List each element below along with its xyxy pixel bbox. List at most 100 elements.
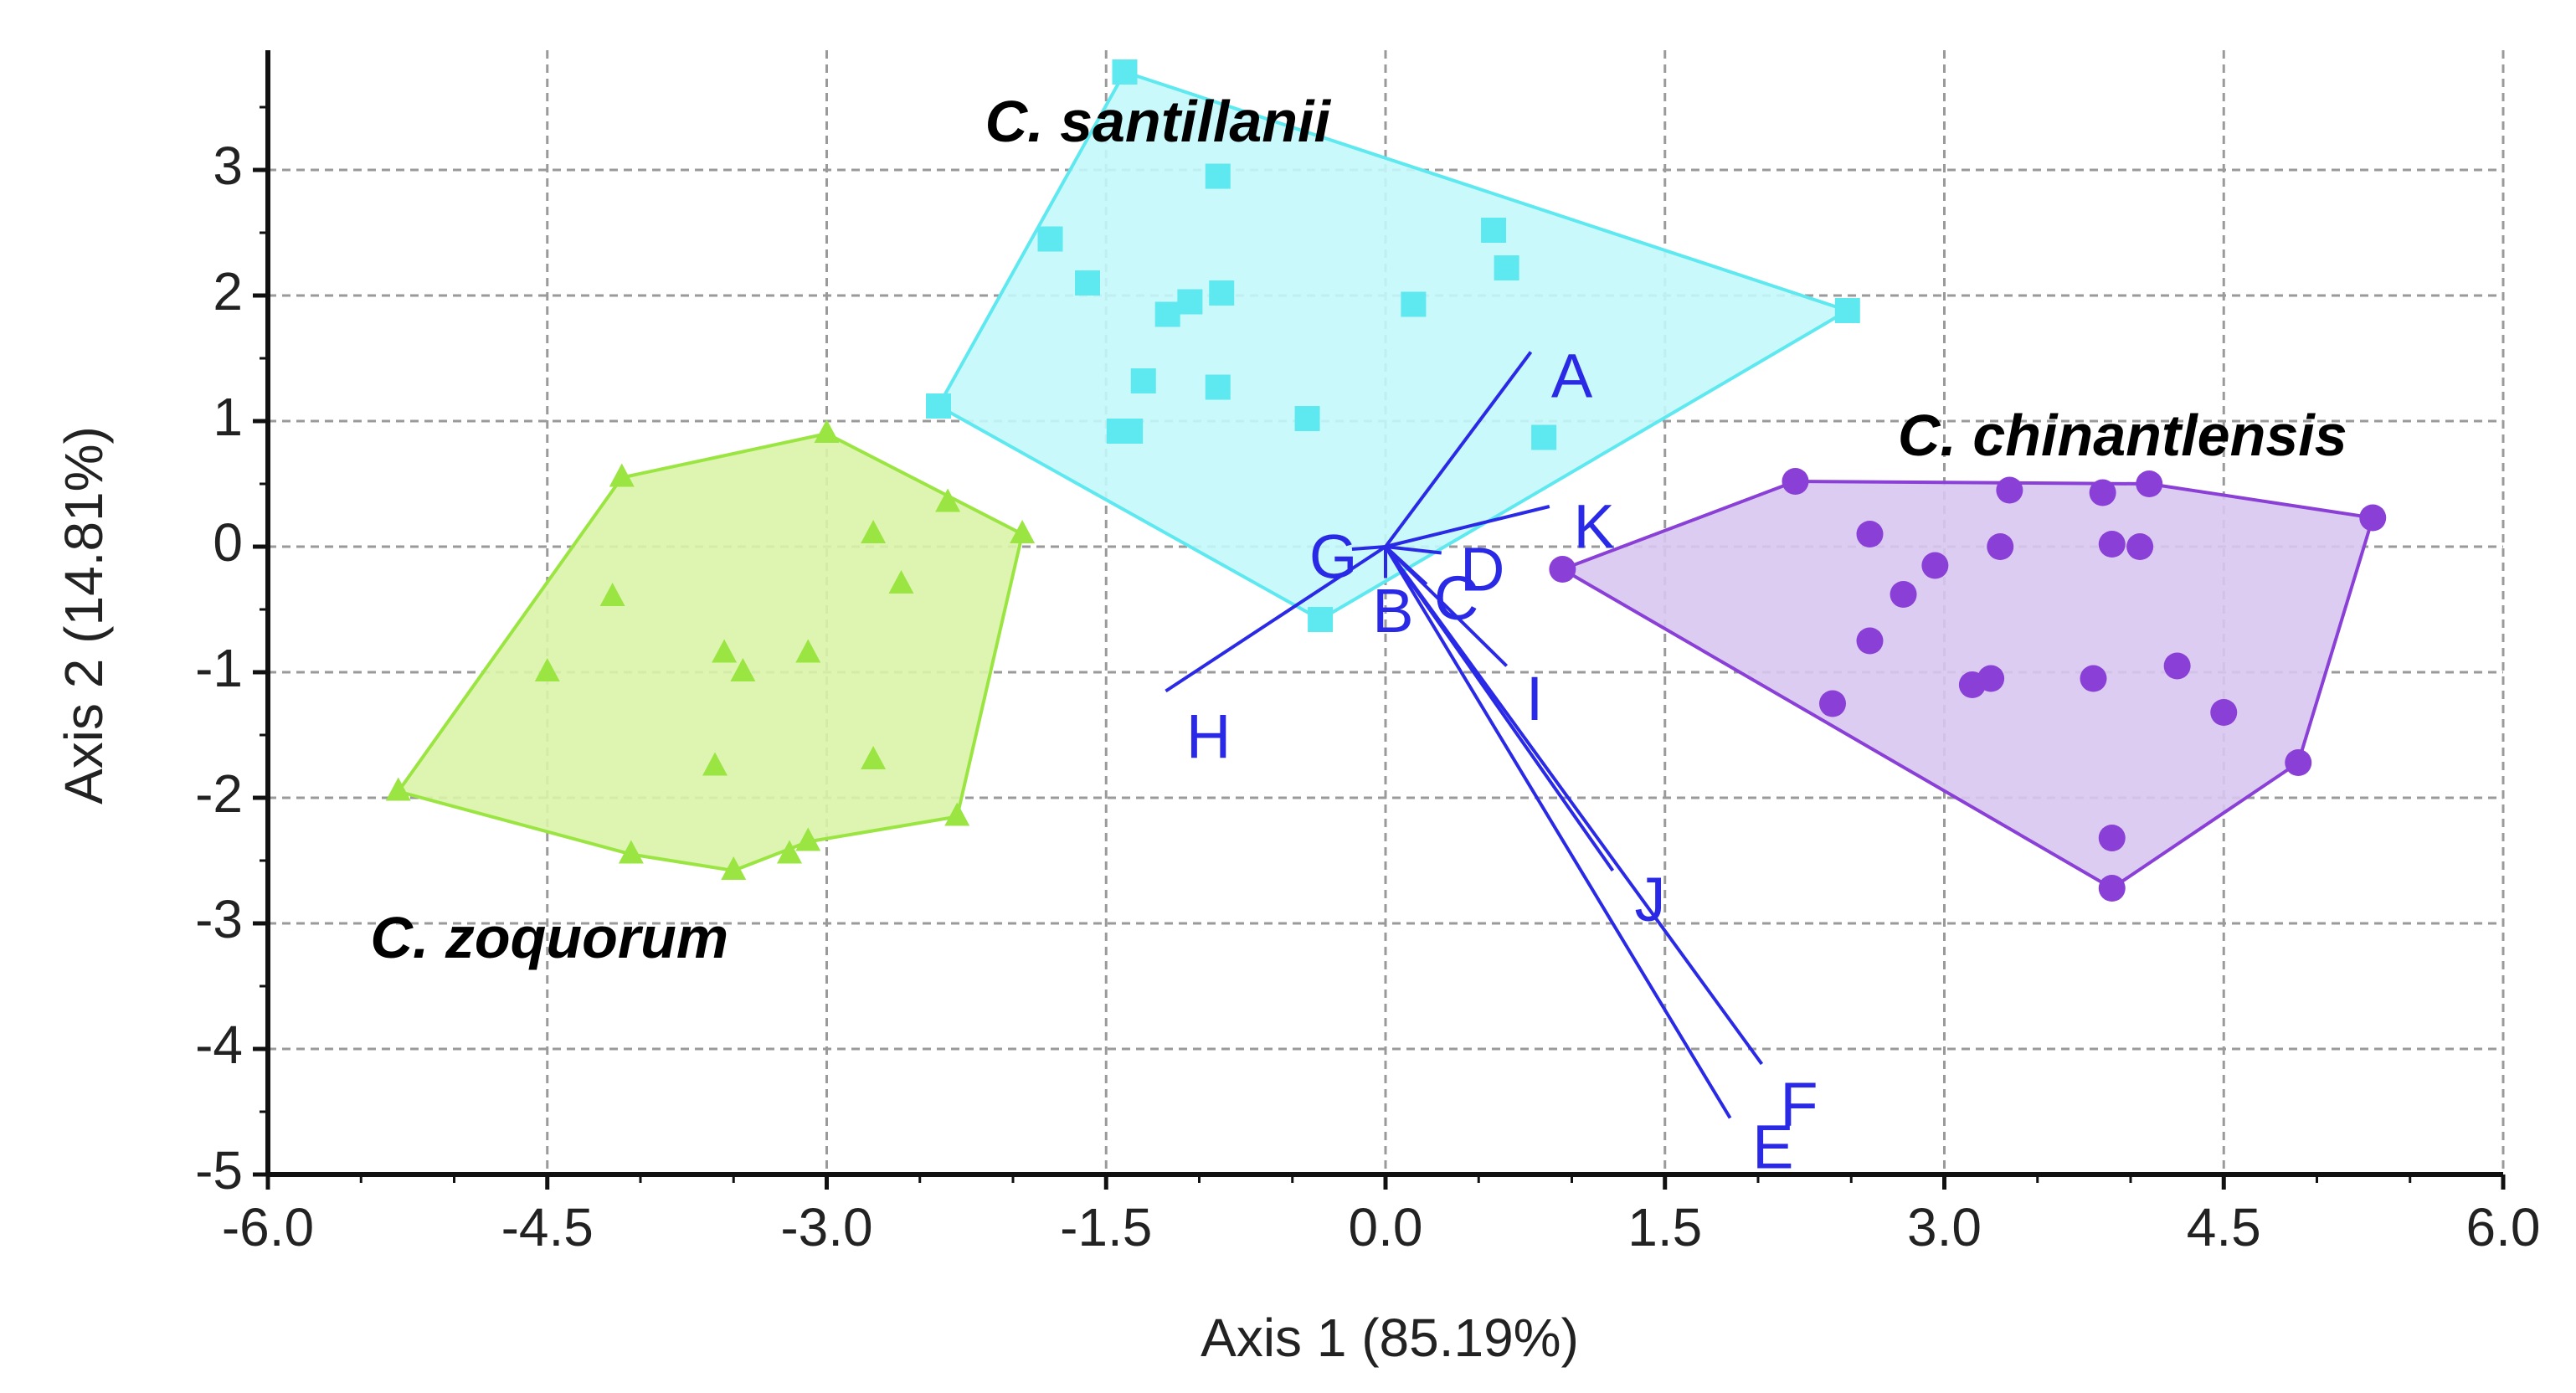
point-c-chinantlensis bbox=[1987, 533, 2014, 560]
vector-label-i: I bbox=[1526, 664, 1544, 733]
y-tick-label: 1 bbox=[213, 387, 243, 447]
point-c-chinantlensis bbox=[1996, 476, 2023, 504]
point-c-santillanii bbox=[1205, 374, 1231, 400]
point-c-zoquorum bbox=[1010, 520, 1036, 543]
point-c-zoquorum bbox=[534, 658, 560, 681]
point-c-chinantlensis bbox=[1819, 690, 1846, 717]
vector-f bbox=[1384, 545, 1764, 1066]
tick-labels: -6.0 -4.5 -3.0 -1.5 0.0 1.5 3.0 4.5 6.0 -5 -4 -3 -2 -… bbox=[195, 136, 2540, 1257]
point-c-zoquorum bbox=[861, 746, 887, 769]
x-tick-label: -3.0 bbox=[780, 1197, 872, 1257]
y-tick-label: 0 bbox=[213, 512, 243, 573]
x-tick-label: 0.0 bbox=[1349, 1197, 1423, 1257]
x-tick-label: 3.0 bbox=[1907, 1197, 1982, 1257]
point-c-zoquorum bbox=[385, 777, 411, 801]
vector-label-e: E bbox=[1752, 1113, 1793, 1182]
y-tick-label: -4 bbox=[195, 1015, 243, 1075]
vector-label-a: A bbox=[1551, 342, 1593, 411]
point-c-santillanii bbox=[1154, 301, 1180, 327]
x-tick-label: -6.0 bbox=[222, 1197, 314, 1257]
point-c-chinantlensis bbox=[2098, 825, 2126, 851]
point-c-chinantlensis bbox=[1856, 627, 1884, 655]
x-axis-title: Axis 1 (85.19%) bbox=[1201, 1308, 1579, 1368]
vector-a bbox=[1384, 351, 1533, 548]
vector-label-f: F bbox=[1780, 1070, 1818, 1139]
group-labels: C. santillanii C. zoquorum C. chinantlensi… bbox=[370, 89, 2347, 970]
point-c-zoquorum bbox=[618, 840, 644, 864]
x-tick-label: 4.5 bbox=[2187, 1197, 2261, 1257]
point-c-santillanii bbox=[1205, 163, 1231, 189]
point-c-chinantlensis bbox=[2359, 504, 2387, 532]
point-c-chinantlensis bbox=[2136, 470, 2163, 497]
y-tick-label: -5 bbox=[195, 1140, 243, 1200]
point-c-santillanii bbox=[1209, 280, 1235, 306]
point-c-santillanii bbox=[1075, 270, 1100, 296]
point-c-zoquorum bbox=[609, 463, 635, 487]
point-c-chinantlensis bbox=[1890, 581, 1917, 608]
x-tick-label: 1.5 bbox=[1627, 1197, 1702, 1257]
point-c-zoquorum bbox=[888, 570, 914, 594]
point-c-chinantlensis bbox=[2126, 533, 2154, 560]
point-c-zoquorum bbox=[795, 639, 821, 663]
point-c-zoquorum bbox=[730, 658, 756, 681]
y-axis-title: Axis 2 (14.81%) bbox=[54, 426, 114, 804]
group-label-c-chinantlensis: C. chinantlensis bbox=[1898, 403, 2347, 468]
x-tick-label: 6.0 bbox=[2466, 1197, 2541, 1257]
axes bbox=[253, 50, 2506, 1190]
point-c-chinantlensis bbox=[2098, 875, 2126, 902]
point-c-chinantlensis bbox=[1921, 552, 1949, 579]
data-points bbox=[385, 59, 2387, 902]
vector-label-h: H bbox=[1186, 702, 1231, 771]
vector-i bbox=[1384, 545, 1509, 667]
point-c-zoquorum bbox=[599, 583, 625, 606]
vector-label-d: D bbox=[1460, 535, 1504, 604]
point-c-chinantlensis bbox=[2285, 749, 2312, 776]
y-tick-label: -1 bbox=[195, 638, 243, 698]
y-tick-label: 3 bbox=[213, 136, 243, 196]
group-label-c-santillanii: C. santillanii bbox=[985, 89, 1332, 154]
point-c-chinantlensis bbox=[2089, 479, 2116, 506]
point-c-chinantlensis bbox=[1977, 665, 2005, 692]
point-c-santillanii bbox=[1834, 298, 1860, 323]
x-tick-label: -1.5 bbox=[1060, 1197, 1152, 1257]
point-c-santillanii bbox=[1037, 226, 1063, 252]
point-c-santillanii bbox=[1494, 255, 1519, 280]
point-c-chinantlensis bbox=[2080, 665, 2107, 692]
point-c-zoquorum bbox=[777, 840, 802, 864]
vector-k bbox=[1385, 505, 1550, 548]
group-label-c-zoquorum: C. zoquorum bbox=[370, 905, 728, 970]
point-c-santillanii bbox=[1130, 368, 1156, 393]
point-c-santillanii bbox=[926, 393, 951, 419]
point-c-zoquorum bbox=[721, 856, 747, 880]
point-c-santillanii bbox=[1112, 59, 1138, 85]
point-c-santillanii bbox=[1177, 289, 1203, 315]
point-c-zoquorum bbox=[712, 639, 738, 663]
vector-d bbox=[1385, 545, 1442, 555]
vector-e bbox=[1384, 545, 1732, 1119]
point-c-zoquorum bbox=[935, 488, 961, 512]
point-c-zoquorum bbox=[814, 419, 840, 443]
point-c-santillanii bbox=[1531, 424, 1557, 450]
hull-c-zoquorum bbox=[395, 431, 1025, 873]
vector-label-k: K bbox=[1574, 492, 1615, 562]
vector-g bbox=[1351, 545, 1386, 551]
point-c-chinantlensis bbox=[2163, 652, 2191, 680]
point-c-santillanii bbox=[1401, 291, 1427, 317]
point-c-zoquorum bbox=[944, 802, 970, 826]
point-c-santillanii bbox=[1118, 419, 1144, 444]
x-tick-label: -4.5 bbox=[501, 1197, 594, 1257]
point-c-chinantlensis bbox=[1782, 468, 1809, 495]
point-c-santillanii bbox=[1308, 607, 1334, 632]
point-c-santillanii bbox=[1294, 406, 1320, 431]
y-tick-label: -3 bbox=[195, 889, 243, 949]
point-c-zoquorum bbox=[861, 520, 887, 543]
y-tick-label: 2 bbox=[213, 261, 243, 321]
point-c-chinantlensis bbox=[1549, 556, 1576, 583]
y-tick-label: -2 bbox=[195, 763, 243, 824]
point-c-chinantlensis bbox=[1856, 521, 1884, 547]
vector-h bbox=[1165, 545, 1387, 693]
vector-label-b: B bbox=[1372, 576, 1413, 645]
point-c-zoquorum bbox=[795, 827, 821, 851]
